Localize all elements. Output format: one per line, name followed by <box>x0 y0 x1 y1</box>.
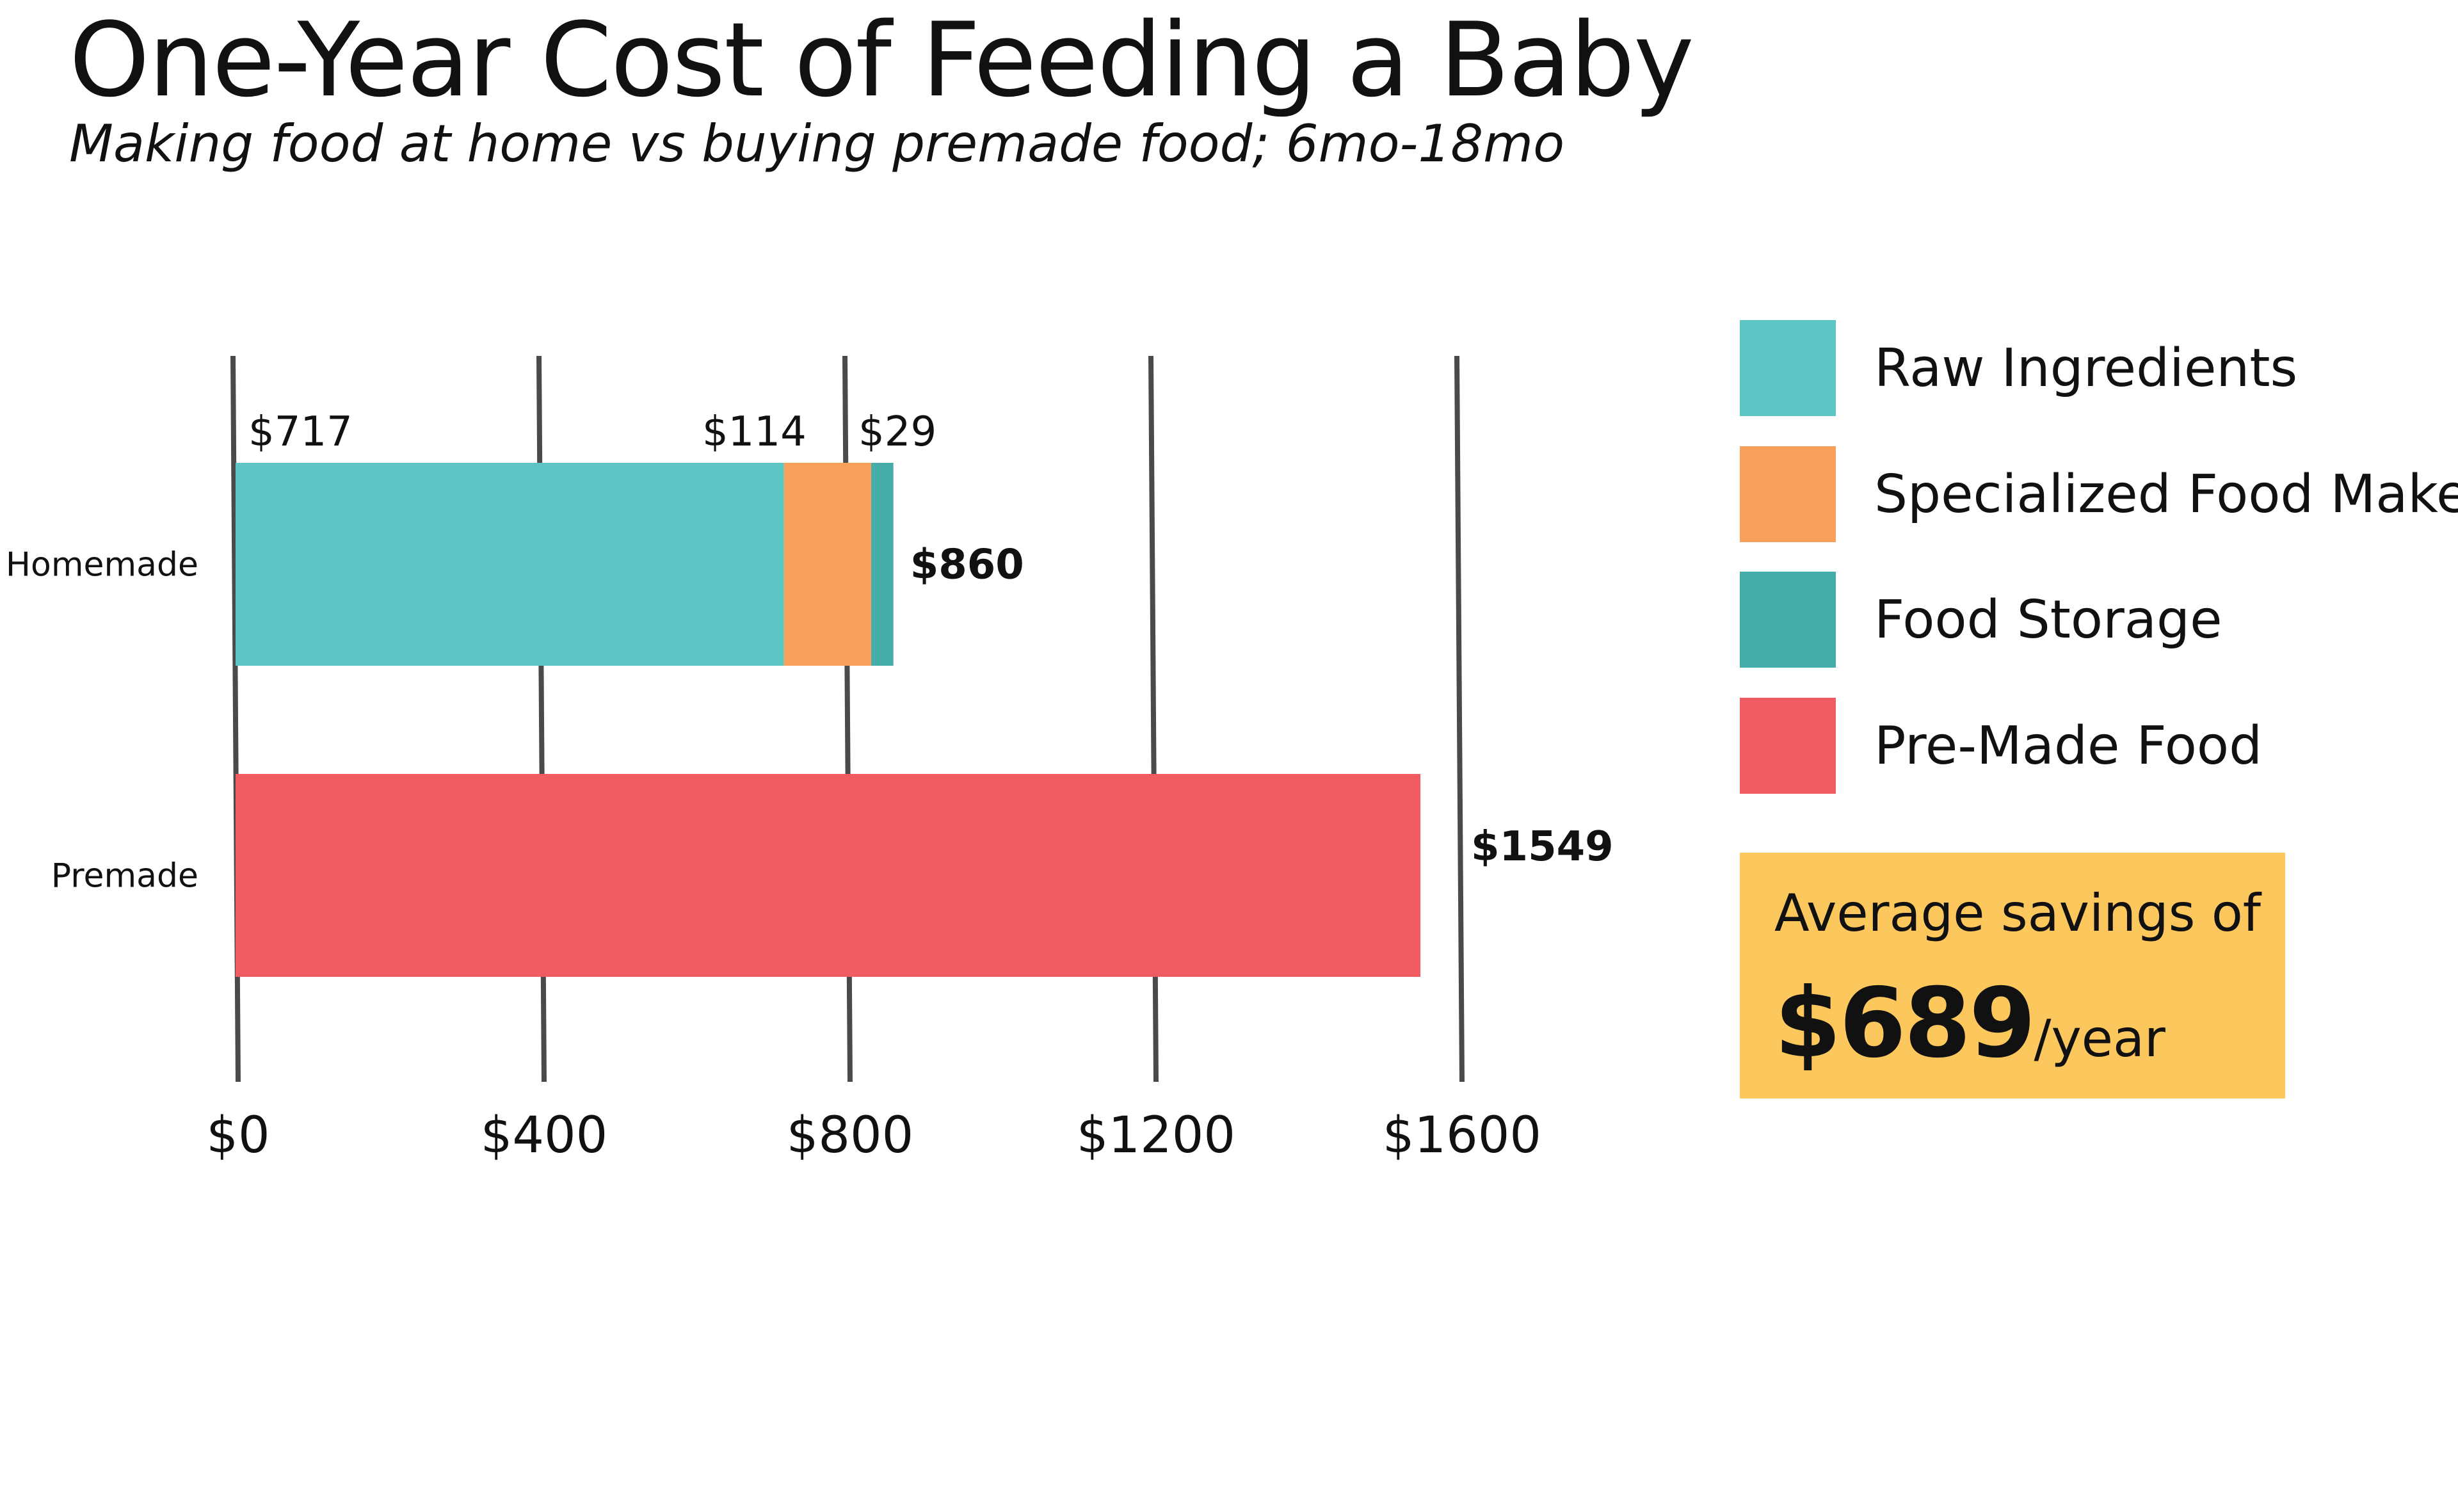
chart-title: One-Year Cost of Feeding a Baby <box>69 0 1694 120</box>
legend-swatch-raw-ingredients <box>1740 320 1836 416</box>
savings-text: Average savings of <box>1774 883 2261 943</box>
chart-subtitle: Making food at home vs buying premade fo… <box>69 114 1565 173</box>
legend-swatch-food-maker <box>1740 446 1836 542</box>
savings-unit: /year <box>2034 1009 2165 1068</box>
total-label: $1549 <box>1471 823 1614 871</box>
total-label: $860 <box>910 542 1024 589</box>
category-label: Premade <box>51 857 198 896</box>
x-tick-label: $800 <box>787 1107 914 1164</box>
legend-swatch-premade-food <box>1740 698 1836 794</box>
bar-segment <box>871 463 894 666</box>
bar-chart: $0 $400 $800 $1200 $1600 Homemade Premade $717 $… <box>6 355 1614 1164</box>
category-label: Homemade <box>6 546 198 584</box>
legend-label-raw-ingredients: Raw Ingredients <box>1874 338 2298 399</box>
bar-segment <box>236 774 1421 977</box>
bar-segment <box>783 463 872 666</box>
segment-label: $114 <box>702 408 807 456</box>
legend-swatch-food-storage <box>1740 572 1836 668</box>
savings-value: $689/year <box>1774 968 2165 1079</box>
x-tick-label: $1600 <box>1383 1107 1541 1164</box>
x-tick-label: $400 <box>481 1107 608 1164</box>
gridline <box>1454 355 1465 1082</box>
segment-label: $717 <box>248 408 353 456</box>
legend-label-food-maker: Specialized Food Maker <box>1874 464 2458 525</box>
x-tick-label: $1200 <box>1077 1107 1235 1164</box>
segment-label: $29 <box>858 408 936 456</box>
savings-callout: Average savings of $689/year <box>1740 853 2285 1098</box>
savings-amount: $689 <box>1774 968 2036 1079</box>
legend-label-premade-food: Pre-Made Food <box>1874 716 2263 776</box>
legend-label-food-storage: Food Storage <box>1874 590 2222 650</box>
x-tick-label: $0 <box>206 1107 269 1164</box>
bar-segment <box>236 463 784 666</box>
